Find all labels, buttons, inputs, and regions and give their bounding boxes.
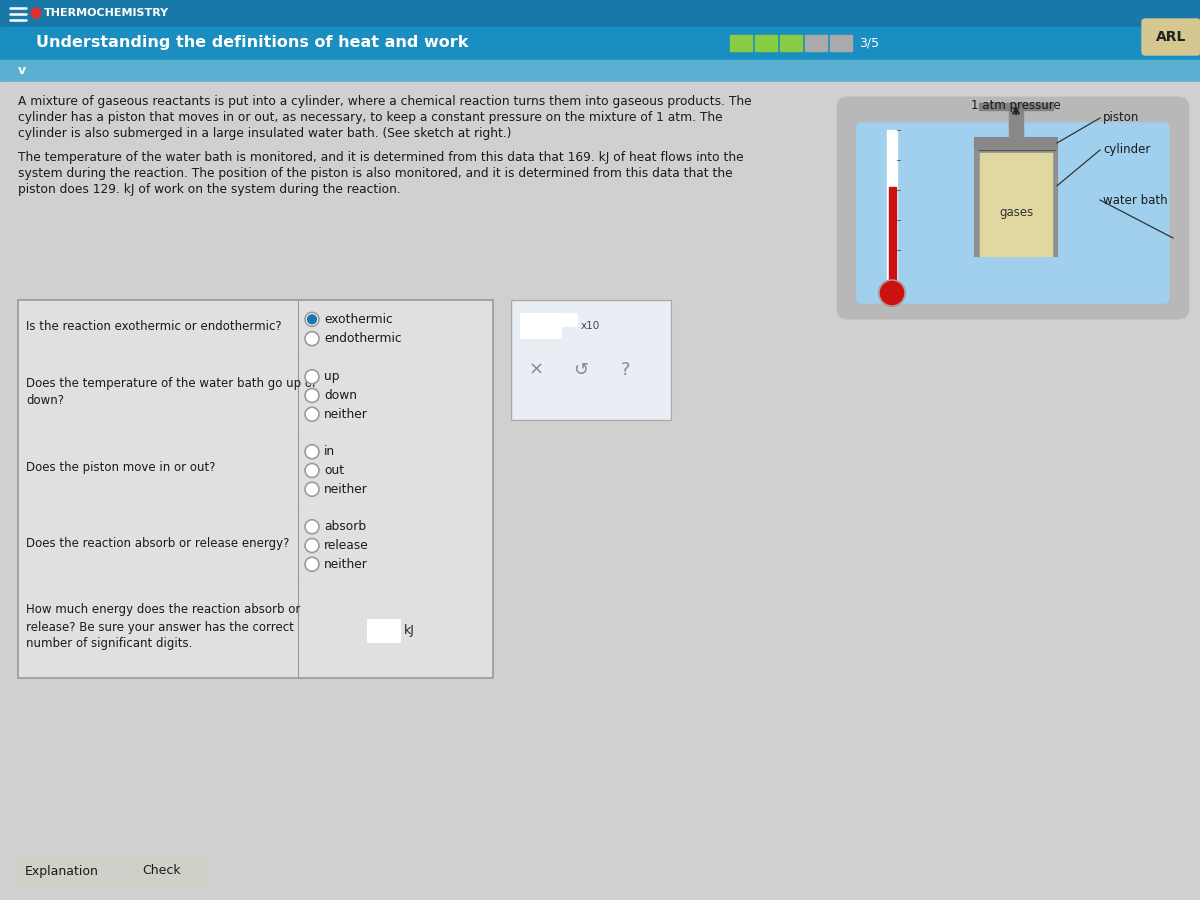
Text: ×: ×: [528, 361, 544, 379]
Text: cylinder has a piston that moves in or out, as necessary, to keep a constant pre: cylinder has a piston that moves in or o…: [18, 111, 722, 124]
Text: Does the temperature of the water bath go up or: Does the temperature of the water bath g…: [26, 377, 317, 391]
Text: 3/5: 3/5: [859, 37, 880, 50]
Circle shape: [305, 370, 319, 383]
Circle shape: [305, 557, 319, 572]
Text: kJ: kJ: [403, 624, 414, 637]
Text: release? Be sure your answer has the correct: release? Be sure your answer has the cor…: [26, 620, 294, 634]
Bar: [18, 433, 493, 508]
Text: down: down: [324, 389, 358, 402]
Bar: [511, 300, 671, 420]
Circle shape: [307, 315, 317, 324]
Bar: [18, 508, 493, 583]
Text: release: release: [324, 539, 368, 552]
Bar: [0, 0, 1200, 27]
Text: A mixture of gaseous reactants is put into a cylinder, where a chemical reaction: A mixture of gaseous reactants is put in…: [18, 95, 751, 108]
Bar: [830, 35, 852, 51]
Bar: [780, 35, 802, 51]
Circle shape: [305, 538, 319, 553]
Text: system during the reaction. The position of the piston is also monitored, and it: system during the reaction. The position…: [18, 167, 733, 180]
Circle shape: [305, 389, 319, 402]
Text: How much energy does the reaction absorb or: How much energy does the reaction absorb…: [26, 604, 300, 617]
FancyBboxPatch shape: [1142, 19, 1200, 55]
Text: x10: x10: [581, 321, 600, 331]
Bar: [888, 187, 895, 280]
Text: in: in: [324, 446, 335, 458]
Bar: [979, 103, 1054, 110]
Text: Check: Check: [143, 865, 181, 878]
Text: piston: piston: [1103, 112, 1139, 124]
Bar: [755, 35, 778, 51]
Circle shape: [305, 482, 319, 496]
Text: down?: down?: [26, 394, 64, 408]
Bar: [562, 314, 577, 326]
Bar: [18, 300, 493, 678]
Circle shape: [305, 407, 319, 421]
Bar: [18, 300, 493, 358]
Circle shape: [305, 312, 319, 327]
Circle shape: [305, 520, 319, 534]
Bar: [974, 138, 1057, 148]
Text: cylinder is also submerged in a large insulated water bath. (See sketch at right: cylinder is also submerged in a large in…: [18, 127, 511, 140]
Text: Explanation: Explanation: [25, 865, 98, 878]
Text: THERMOCHEMISTRY: THERMOCHEMISTRY: [44, 8, 169, 18]
Text: piston does 129. kJ of work on the system during the reaction.: piston does 129. kJ of work on the syste…: [18, 183, 401, 196]
Text: ARL: ARL: [1156, 30, 1186, 44]
Text: neither: neither: [324, 558, 368, 571]
Text: Does the piston move in or out?: Does the piston move in or out?: [26, 462, 216, 474]
Bar: [980, 153, 1052, 256]
Bar: [730, 35, 752, 51]
FancyBboxPatch shape: [16, 856, 108, 886]
Bar: [367, 619, 400, 642]
Bar: [18, 358, 493, 433]
Text: neither: neither: [324, 482, 368, 496]
FancyBboxPatch shape: [838, 98, 1188, 318]
Bar: [887, 130, 898, 280]
Bar: [521, 314, 562, 338]
Bar: [0, 60, 1200, 82]
Bar: [0, 27, 1200, 60]
Text: Is the reaction exothermic or endothermic?: Is the reaction exothermic or endothermi…: [26, 320, 282, 333]
Text: up: up: [324, 370, 340, 383]
Text: v: v: [18, 65, 26, 77]
Bar: [1009, 110, 1022, 138]
Circle shape: [305, 332, 319, 346]
Text: number of significant digits.: number of significant digits.: [26, 637, 192, 651]
Bar: [511, 300, 671, 420]
Text: Understanding the definitions of heat and work: Understanding the definitions of heat an…: [36, 35, 468, 50]
FancyBboxPatch shape: [857, 123, 1169, 303]
Text: ?: ?: [622, 361, 631, 379]
Bar: [18, 583, 493, 678]
Circle shape: [305, 464, 319, 478]
Text: neither: neither: [324, 408, 368, 421]
Text: endothermic: endothermic: [324, 332, 402, 346]
Bar: [974, 148, 1057, 256]
Circle shape: [878, 280, 905, 306]
Circle shape: [31, 8, 41, 18]
Text: out: out: [324, 464, 344, 477]
Bar: [805, 35, 827, 51]
Text: Does the reaction absorb or release energy?: Does the reaction absorb or release ener…: [26, 536, 289, 550]
FancyBboxPatch shape: [116, 856, 208, 886]
Text: ↺: ↺: [574, 361, 588, 379]
Text: 1 atm pressure: 1 atm pressure: [971, 98, 1061, 112]
Text: water bath: water bath: [1103, 194, 1168, 206]
Circle shape: [305, 445, 319, 459]
Text: cylinder: cylinder: [1103, 143, 1151, 157]
Text: The temperature of the water bath is monitored, and it is determined from this d: The temperature of the water bath is mon…: [18, 151, 744, 164]
Text: gases: gases: [998, 206, 1033, 220]
Text: exothermic: exothermic: [324, 313, 392, 326]
Text: absorb: absorb: [324, 520, 366, 533]
